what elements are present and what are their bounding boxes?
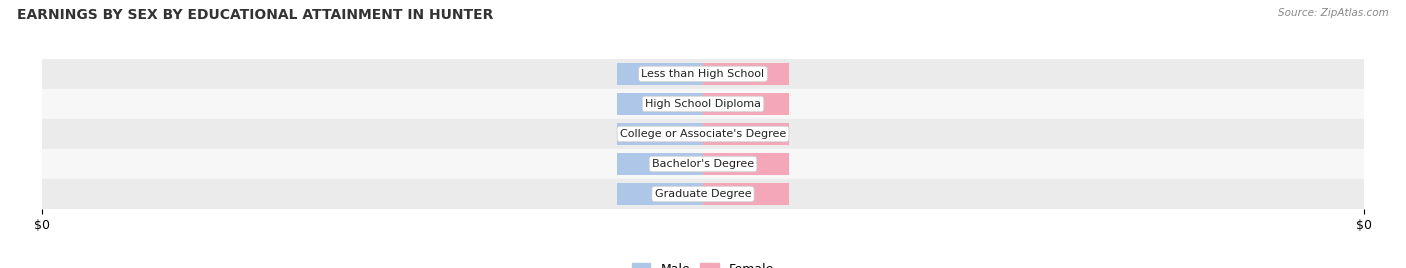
Text: $0: $0 bbox=[740, 159, 752, 169]
Bar bbox=[617, 93, 703, 115]
Text: $0: $0 bbox=[654, 189, 666, 199]
Text: Graduate Degree: Graduate Degree bbox=[655, 189, 751, 199]
Bar bbox=[703, 153, 789, 175]
Bar bbox=[617, 63, 703, 85]
Bar bbox=[42, 59, 1364, 89]
Bar bbox=[703, 183, 789, 205]
Bar bbox=[617, 123, 703, 145]
Bar bbox=[617, 153, 703, 175]
Text: $0: $0 bbox=[654, 99, 666, 109]
Text: $0: $0 bbox=[740, 129, 752, 139]
Text: $0: $0 bbox=[740, 99, 752, 109]
Text: Less than High School: Less than High School bbox=[641, 69, 765, 79]
Text: $0: $0 bbox=[740, 69, 752, 79]
Bar bbox=[617, 183, 703, 205]
Text: College or Associate's Degree: College or Associate's Degree bbox=[620, 129, 786, 139]
Text: $0: $0 bbox=[654, 69, 666, 79]
Bar bbox=[42, 179, 1364, 209]
Text: $0: $0 bbox=[654, 129, 666, 139]
Bar bbox=[703, 123, 789, 145]
Text: High School Diploma: High School Diploma bbox=[645, 99, 761, 109]
Bar bbox=[42, 149, 1364, 179]
Legend: Male, Female: Male, Female bbox=[627, 258, 779, 268]
Bar bbox=[703, 93, 789, 115]
Bar bbox=[703, 63, 789, 85]
Text: Bachelor's Degree: Bachelor's Degree bbox=[652, 159, 754, 169]
Text: EARNINGS BY SEX BY EDUCATIONAL ATTAINMENT IN HUNTER: EARNINGS BY SEX BY EDUCATIONAL ATTAINMEN… bbox=[17, 8, 494, 22]
Bar bbox=[42, 119, 1364, 149]
Text: $0: $0 bbox=[654, 159, 666, 169]
Text: Source: ZipAtlas.com: Source: ZipAtlas.com bbox=[1278, 8, 1389, 18]
Text: $0: $0 bbox=[740, 189, 752, 199]
Bar bbox=[42, 89, 1364, 119]
